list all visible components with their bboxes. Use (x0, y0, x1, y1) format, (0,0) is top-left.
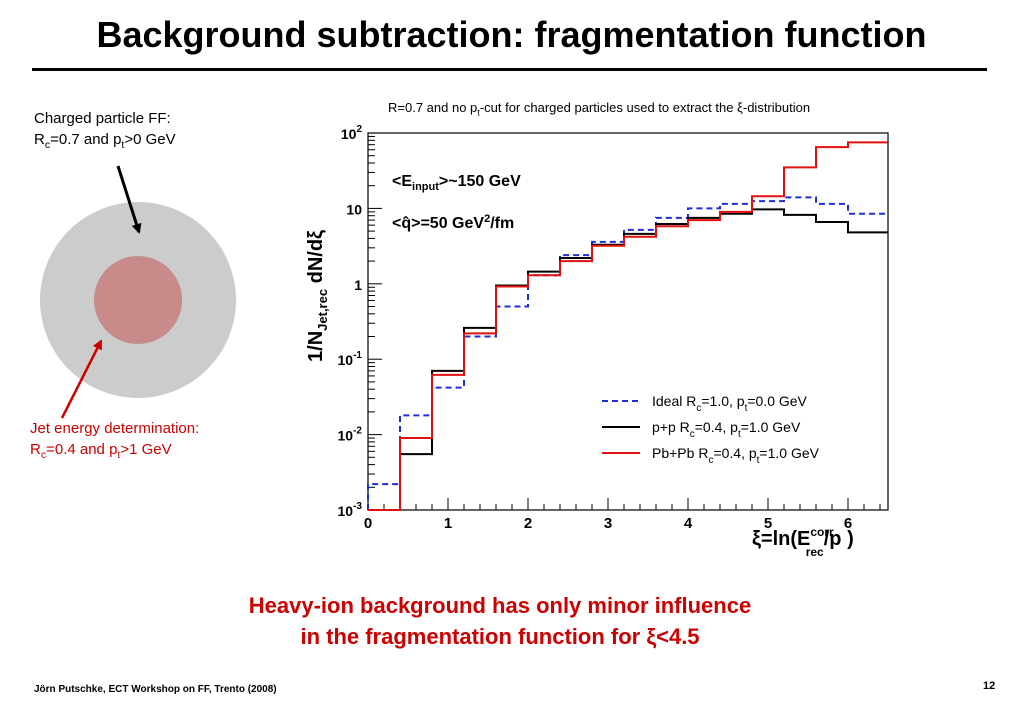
y-tick-label: 1 (354, 277, 362, 293)
plot-frame (367, 132, 889, 511)
series-line-2 (368, 141, 888, 511)
x-tick-label: 1 (444, 515, 452, 532)
x-tick-label: 2 (524, 515, 532, 532)
jet-label-line2: Rc=0.4 and pt>1 GeV (30, 441, 172, 461)
legend-entry-0: Ideal Rc=1.0, pt=0.0 GeV (652, 393, 808, 414)
ff-label-line2: Rc=0.7 and pt>0 GeV (34, 131, 176, 151)
jet-label-line1: Jet energy determination: (30, 420, 200, 437)
jet-arrow (60, 339, 103, 419)
annotation-qhat: <q̂>=50 GeV2/fm (392, 213, 514, 232)
legend-entry-2: Pb+Pb Rc=0.4, pt=1.0 GeV (652, 445, 820, 466)
conclusion: Heavy-ion background has only minor infl… (0, 590, 1000, 652)
y-tick-label: 10-3 (338, 501, 363, 519)
y-tick-label: 10-2 (338, 426, 363, 444)
x-axis-label: ξ=ln(Ecorr rec/p ) (752, 525, 854, 559)
legend-entry-1: p+p Rc=0.4, pt=1.0 GeV (652, 419, 801, 440)
y-tick-label: 10 (346, 201, 362, 217)
x-tick-label: 5 (764, 515, 772, 532)
y-tick-label: 10-1 (338, 350, 363, 368)
conclusion-line1: Heavy-ion background has only minor infl… (248, 593, 752, 618)
ff-label-line1: Charged particle FF: (34, 110, 171, 127)
y-tick-label: 102 (341, 124, 363, 142)
x-tick-label: 0 (364, 515, 372, 532)
xi-distribution-chart: 0 1 2 3 4 5 6 10-3 10-2 10-1 1 10 102 Ideal Rc=1.0, … (305, 124, 889, 559)
x-tick-label: 3 (604, 515, 612, 532)
caption-sub: t (477, 107, 480, 118)
footer-credit: Jörn Putschke, ECT Workshop on FF, Trent… (34, 684, 277, 695)
ff-arrow (116, 165, 142, 234)
annotation-energy: <Einput>~150 GeV (392, 173, 521, 193)
x-tick-label: 4 (684, 515, 693, 532)
y-axis-label: 1/NJet,rec dN/dξ (305, 230, 330, 362)
slide-title: Background subtraction: fragmentation fu… (96, 14, 927, 55)
chart-caption: R=0.7 and no pt-cut for charged particle… (388, 100, 810, 118)
ff-label: Charged particle FF: Rc=0.7 and pt>0 GeV (34, 108, 176, 156)
conclusion-line2: in the fragmentation function for ξ<4.5 (300, 624, 700, 649)
x-tick-label: 6 (844, 515, 852, 532)
page-number: 12 (983, 680, 996, 692)
caption-post: -cut for charged particles used to extra… (479, 100, 811, 115)
title-rule (32, 68, 987, 71)
inner-cone-circle (94, 256, 182, 344)
caption-pre: R=0.7 and no p (388, 100, 478, 115)
jet-label: Jet energy determination: Rc=0.4 and pt>… (30, 418, 199, 466)
